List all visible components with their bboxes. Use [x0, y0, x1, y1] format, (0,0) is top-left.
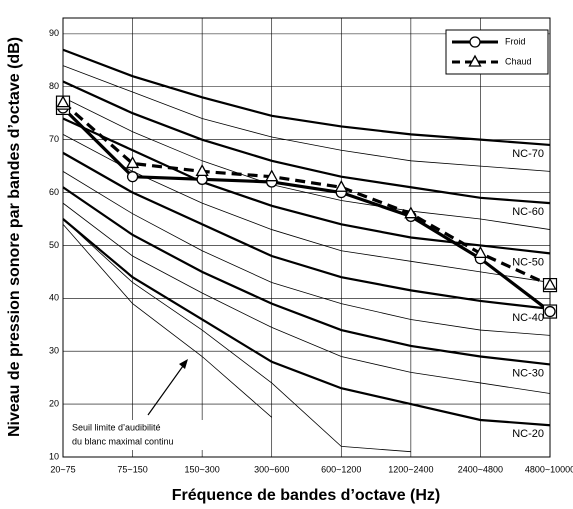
plot-area: 10 20 30 40 50 60 70 80 90 20~75 75~150 150~300 300~…: [49, 17, 573, 474]
reference-curve: [62, 151, 551, 310]
curve-label: NC-30: [512, 367, 544, 379]
annotation: du blanc maximal continu: [72, 436, 174, 446]
annotation-arrowhead: [179, 359, 188, 369]
curve-label: NC-50: [512, 256, 544, 268]
y-tick-label: 50: [49, 240, 59, 250]
reference-curve: [62, 202, 551, 394]
reference-curve: [62, 218, 411, 453]
y-tick-label: 70: [49, 134, 59, 144]
reference-curve: [62, 186, 551, 366]
x-tick-label: 300~600: [254, 464, 289, 474]
curve-label-background: [508, 206, 545, 219]
curve-label-background: [508, 147, 545, 160]
legend-box: [445, 29, 549, 75]
series-line: [61, 101, 551, 287]
legend: Froid Chaud: [445, 29, 549, 75]
curve-label: NC-20: [512, 428, 544, 440]
y-tick-label: 30: [49, 346, 59, 356]
x-tick-label: 150~300: [184, 464, 219, 474]
data-point: [195, 164, 209, 177]
x-tick-label: 4800~10000: [525, 464, 573, 474]
annotation-background: [66, 420, 226, 450]
y-tick-label: 20: [49, 398, 59, 408]
annotation-arrow: [147, 365, 184, 416]
reference-curve: [62, 48, 551, 147]
curve-label-background: [508, 311, 545, 324]
y-axis-title: Niveau de pression sonore par bandes d’o…: [6, 37, 23, 437]
y-tick-label: 10: [49, 451, 59, 461]
x-tick-label: 600~1200: [321, 464, 361, 474]
x-tick-label: 1200~2400: [388, 464, 433, 474]
data-point: [334, 179, 348, 192]
data-point: [265, 169, 279, 182]
reference-curve: [62, 171, 551, 336]
series-line: [61, 106, 551, 313]
x-tick-label: 75~150: [117, 464, 147, 474]
curve-label: NC-40: [512, 312, 544, 324]
reference-curve: [62, 65, 551, 172]
y-tick-label: 40: [49, 293, 59, 303]
x-tick-label: 2400~4800: [458, 464, 503, 474]
curve-label: NC-70: [512, 148, 544, 160]
legend-marker: [469, 36, 481, 48]
data-point: [544, 305, 556, 318]
data-point: [126, 171, 139, 183]
data-point: [56, 95, 70, 108]
legend-marker: [468, 54, 482, 67]
y-tick-label: 90: [49, 28, 59, 38]
data-point: [543, 277, 557, 290]
curve-label-background: [508, 428, 545, 441]
curve-label-background: [508, 367, 545, 380]
plot-frame: [62, 17, 551, 458]
reference-curve: [62, 224, 272, 418]
y-tick-label: 60: [49, 187, 59, 197]
y-tick-label: 80: [49, 81, 59, 91]
curve-label: NC-60: [512, 206, 544, 218]
data-point: [125, 156, 140, 169]
annotation: Seuil limite d’audibilité: [72, 422, 161, 432]
legend-label: Chaud: [505, 56, 532, 66]
curve-label-background: [508, 256, 545, 269]
reference-curve: [62, 96, 551, 230]
x-axis-title: Fréquence de bandes d’octave (Hz): [172, 487, 441, 504]
data-point: [404, 206, 418, 219]
legend-label: Froid: [505, 36, 526, 46]
reference-curve: [62, 80, 551, 205]
x-tick-label: 20~75: [50, 464, 75, 474]
reference-curve: [62, 117, 551, 255]
reference-curve: [62, 218, 551, 427]
data-point: [473, 246, 488, 259]
